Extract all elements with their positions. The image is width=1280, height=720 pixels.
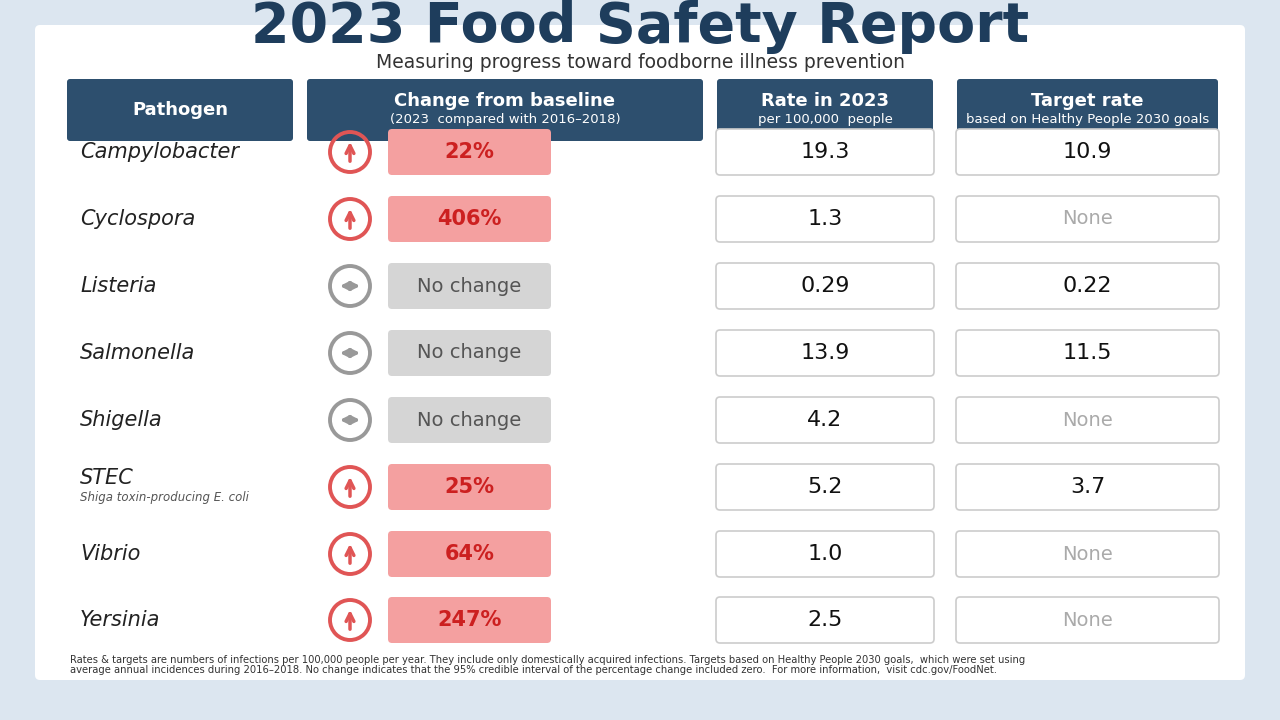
Text: 1.0: 1.0	[808, 544, 842, 564]
Text: None: None	[1062, 210, 1112, 228]
Text: Target rate: Target rate	[1032, 92, 1144, 110]
Text: None: None	[1062, 611, 1112, 629]
Text: No change: No change	[417, 410, 522, 430]
Text: based on Healthy People 2030 goals: based on Healthy People 2030 goals	[966, 114, 1210, 127]
Text: per 100,000  people: per 100,000 people	[758, 114, 892, 127]
Text: Rates & targets are numbers of infections per 100,000 people per year. They incl: Rates & targets are numbers of infection…	[70, 655, 1025, 665]
Text: None: None	[1062, 544, 1112, 564]
FancyBboxPatch shape	[956, 531, 1219, 577]
FancyBboxPatch shape	[67, 79, 293, 141]
Text: 22%: 22%	[444, 142, 494, 162]
Text: STEC: STEC	[79, 468, 134, 488]
FancyBboxPatch shape	[388, 263, 550, 309]
Text: 2.5: 2.5	[808, 610, 842, 630]
FancyBboxPatch shape	[388, 397, 550, 443]
FancyBboxPatch shape	[716, 330, 934, 376]
FancyBboxPatch shape	[956, 464, 1219, 510]
Text: 11.5: 11.5	[1062, 343, 1112, 363]
FancyBboxPatch shape	[716, 397, 934, 443]
Text: Vibrio: Vibrio	[79, 544, 141, 564]
FancyBboxPatch shape	[388, 531, 550, 577]
Text: 4.2: 4.2	[808, 410, 842, 430]
Text: average annual incidences during 2016–2018. No change indicates that the 95% cre: average annual incidences during 2016–20…	[70, 665, 997, 675]
Text: 406%: 406%	[438, 209, 502, 229]
FancyBboxPatch shape	[956, 330, 1219, 376]
Text: 0.22: 0.22	[1062, 276, 1112, 296]
Text: Pathogen: Pathogen	[132, 101, 228, 119]
FancyBboxPatch shape	[388, 129, 550, 175]
FancyBboxPatch shape	[716, 129, 934, 175]
Text: 64%: 64%	[444, 544, 494, 564]
Text: None: None	[1062, 410, 1112, 430]
FancyBboxPatch shape	[388, 597, 550, 643]
Text: Cyclospora: Cyclospora	[79, 209, 196, 229]
FancyBboxPatch shape	[717, 79, 933, 141]
Text: (2023  compared with 2016–2018): (2023 compared with 2016–2018)	[389, 114, 621, 127]
FancyBboxPatch shape	[716, 196, 934, 242]
FancyBboxPatch shape	[956, 129, 1219, 175]
Text: No change: No change	[417, 343, 522, 362]
Text: Yersinia: Yersinia	[79, 610, 160, 630]
Text: Measuring progress toward foodborne illness prevention: Measuring progress toward foodborne illn…	[375, 53, 905, 71]
FancyBboxPatch shape	[388, 196, 550, 242]
Text: 25%: 25%	[444, 477, 494, 497]
FancyBboxPatch shape	[388, 330, 550, 376]
Text: Campylobacter: Campylobacter	[79, 142, 239, 162]
FancyBboxPatch shape	[388, 464, 550, 510]
FancyBboxPatch shape	[956, 196, 1219, 242]
Text: Shigella: Shigella	[79, 410, 163, 430]
Text: Change from baseline: Change from baseline	[394, 92, 616, 110]
Text: Salmonella: Salmonella	[79, 343, 196, 363]
FancyBboxPatch shape	[716, 531, 934, 577]
Text: 247%: 247%	[438, 610, 502, 630]
Text: 13.9: 13.9	[800, 343, 850, 363]
Text: 2023 Food Safety Report: 2023 Food Safety Report	[251, 0, 1029, 54]
Text: 10.9: 10.9	[1062, 142, 1112, 162]
FancyBboxPatch shape	[957, 79, 1219, 141]
FancyBboxPatch shape	[716, 597, 934, 643]
FancyBboxPatch shape	[956, 597, 1219, 643]
FancyBboxPatch shape	[956, 263, 1219, 309]
Text: No change: No change	[417, 276, 522, 295]
Text: Listeria: Listeria	[79, 276, 156, 296]
Text: 0.29: 0.29	[800, 276, 850, 296]
Text: 5.2: 5.2	[808, 477, 842, 497]
FancyBboxPatch shape	[307, 79, 703, 141]
FancyBboxPatch shape	[956, 397, 1219, 443]
FancyBboxPatch shape	[716, 464, 934, 510]
FancyBboxPatch shape	[35, 25, 1245, 680]
FancyBboxPatch shape	[716, 263, 934, 309]
Text: 3.7: 3.7	[1070, 477, 1105, 497]
Text: 1.3: 1.3	[808, 209, 842, 229]
Text: Rate in 2023: Rate in 2023	[762, 92, 890, 110]
Text: 19.3: 19.3	[800, 142, 850, 162]
Text: Shiga toxin-producing E. coli: Shiga toxin-producing E. coli	[79, 490, 248, 503]
